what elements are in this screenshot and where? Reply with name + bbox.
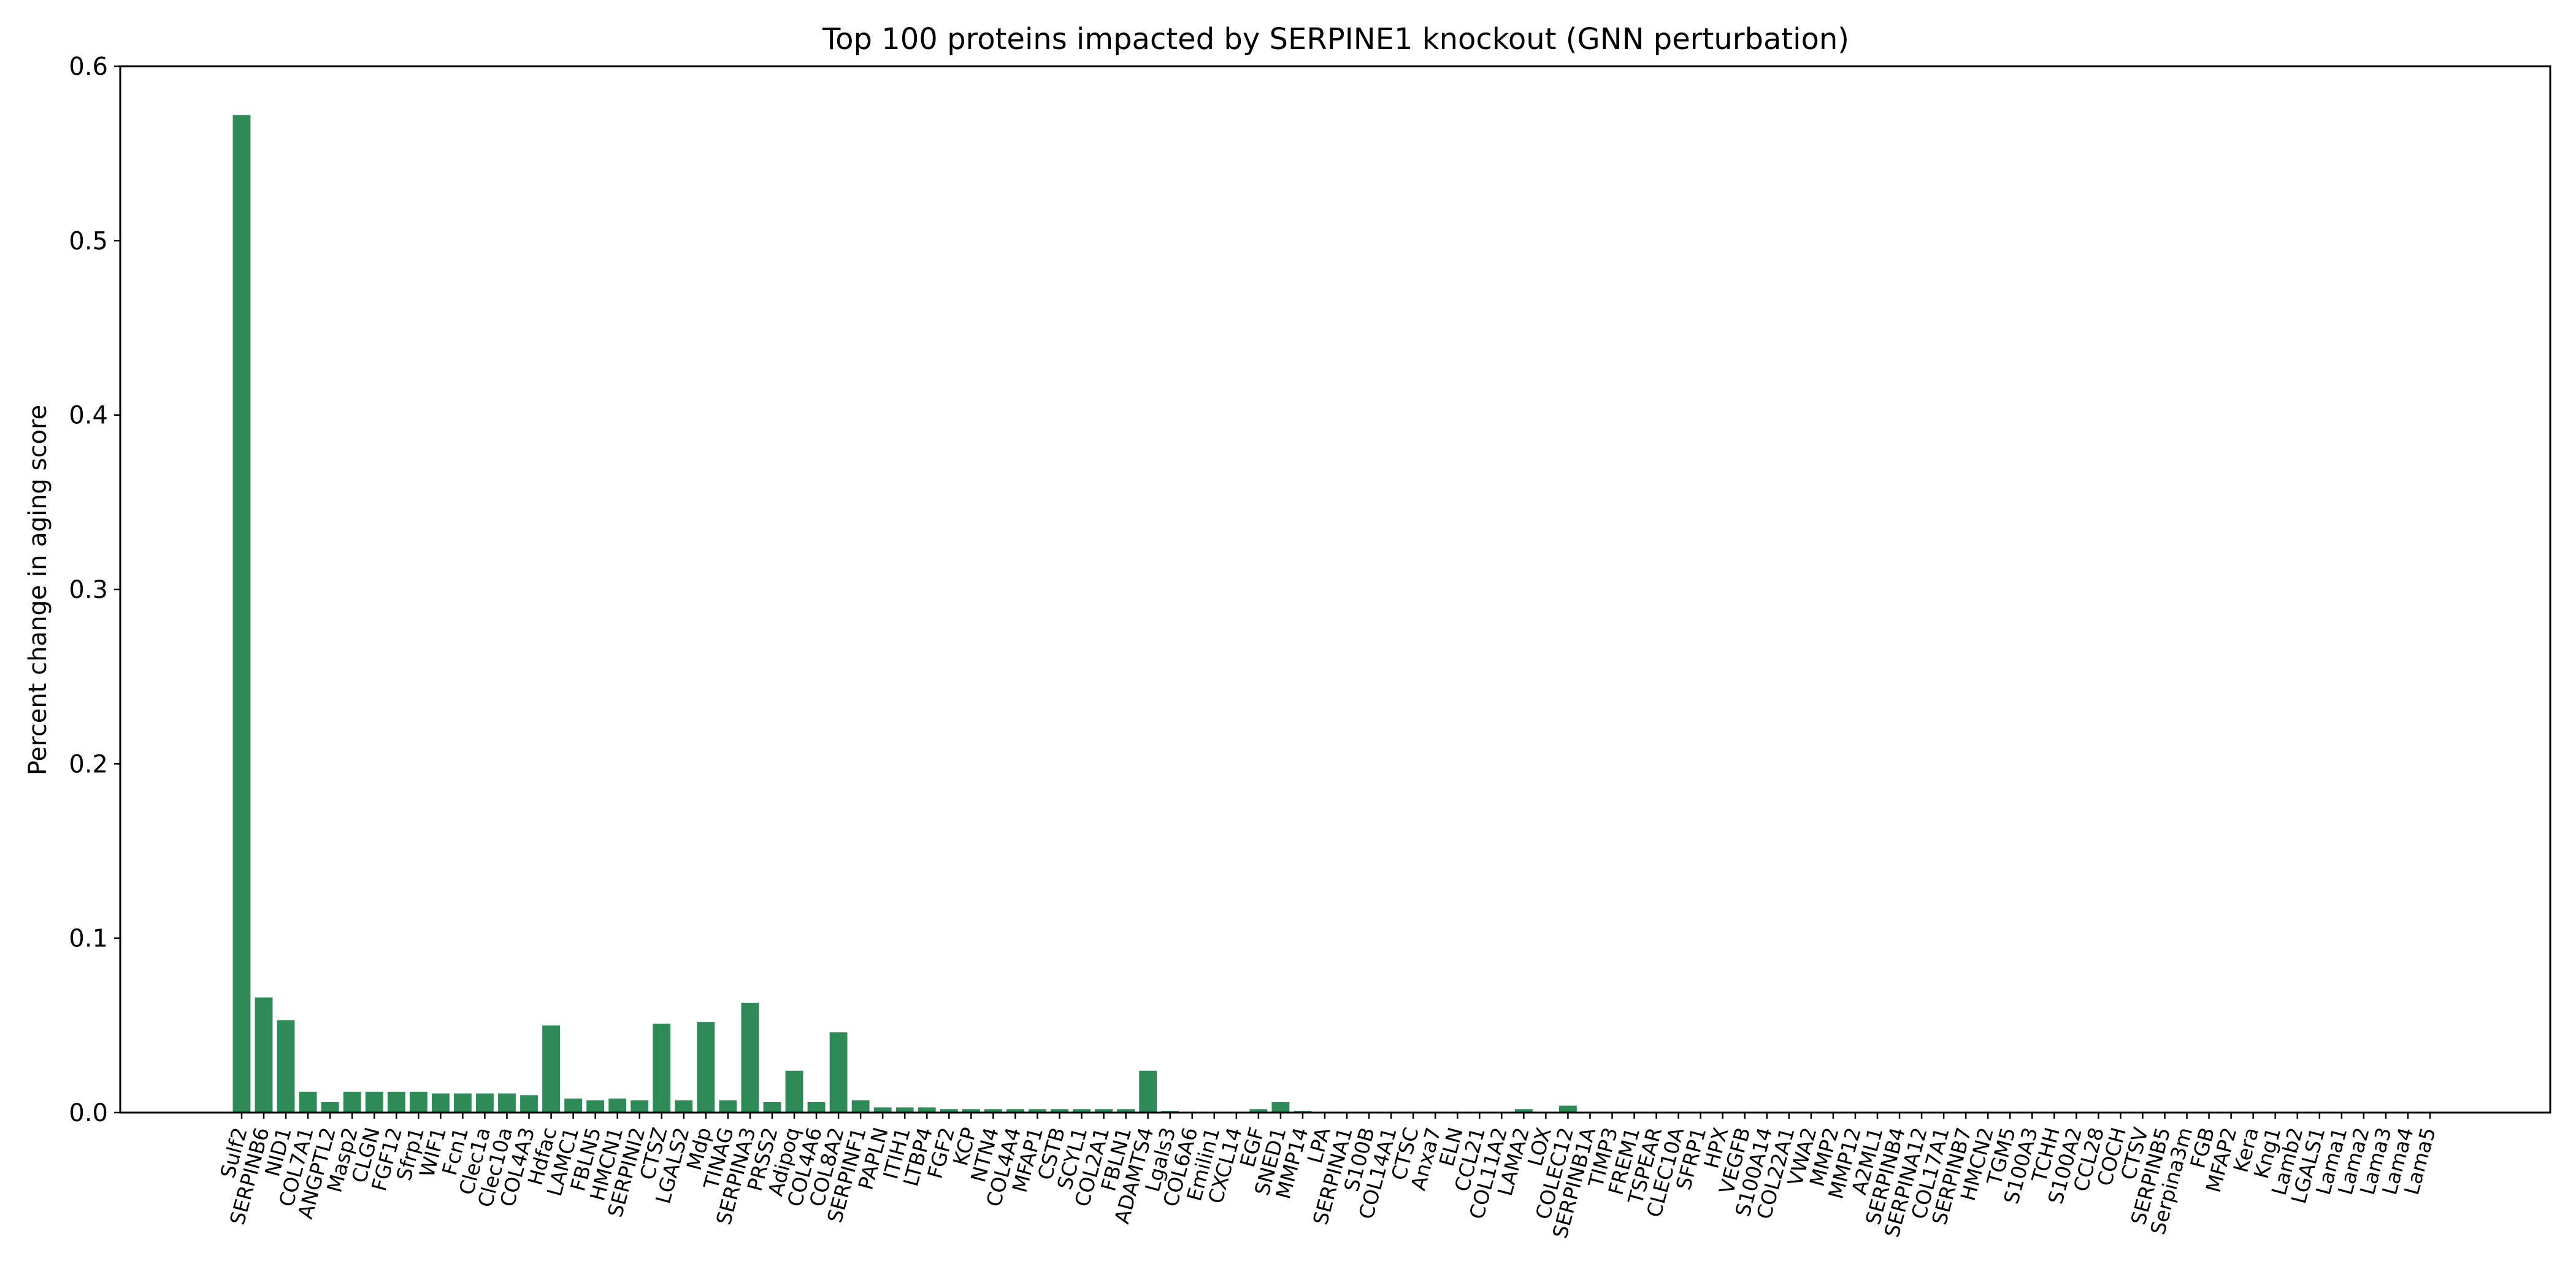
bar-SNED1 [1271,1102,1290,1113]
bar-FBLN5 [586,1100,605,1113]
bar-MFAP1 [1029,1109,1046,1113]
bar-COL4A3 [520,1095,538,1113]
bar-NTN4 [984,1109,1002,1113]
y-axis-label: Percent change in aging score [24,405,52,775]
bar-CTSZ [653,1023,671,1113]
y-tick-label: 0.2 [69,750,108,778]
bar-KCP [962,1109,980,1113]
bar-TINAG [719,1100,737,1113]
bar-LAMA2 [1514,1109,1533,1113]
bar-PAPLN [873,1107,892,1113]
bar-LTBP4 [918,1107,936,1113]
bar-COL2A1 [1095,1109,1113,1113]
bar-ADAMTS4 [1139,1070,1157,1113]
bar-EGF [1249,1109,1268,1113]
bar-Mdp [697,1022,715,1113]
bar-LAMC1 [564,1098,583,1113]
bar-SERPINB6 [255,997,273,1113]
bar-ITIH1 [895,1107,914,1113]
bar-HMCN1 [608,1098,627,1113]
bar-Masp2 [343,1091,361,1113]
bar-NID1 [277,1020,295,1113]
bar-SCYL1 [1073,1109,1091,1113]
bar-Sulf2 [232,115,251,1113]
bar-Hdfac [542,1025,560,1113]
y-tick-label: 0.6 [69,53,108,81]
y-tick-label: 0.1 [69,925,108,953]
bar-ANGPTL2 [321,1102,339,1113]
bar-Adipoq [785,1070,803,1113]
bar-PRSS2 [763,1102,781,1113]
y-tick-label: 0.5 [69,227,108,255]
bar-FGF12 [387,1091,405,1113]
bar-SERPINI2 [631,1100,649,1113]
plot-frame [119,65,2551,1114]
bar-WIF1 [431,1093,450,1113]
bar-Clec10a [498,1093,516,1113]
chart-title: Top 100 proteins impacted by SERPINE1 kn… [822,22,1849,56]
bar-COLEC12 [1559,1105,1577,1113]
bar-Sfrp1 [409,1091,427,1113]
bars-group [232,115,1577,1113]
y-tick-label: 0.3 [69,576,108,604]
bar-CLGN [365,1091,383,1113]
bar-COL7A1 [299,1091,317,1113]
bar-COL4A6 [807,1102,826,1113]
bar-COL8A2 [829,1032,848,1113]
bar-COL4A4 [1006,1109,1024,1113]
y-tick-label: 0.0 [69,1099,108,1127]
bar-SERPINA3 [741,1002,759,1113]
bar-SERPINF1 [851,1100,870,1113]
bar-FBLN1 [1117,1109,1135,1113]
y-axis: 0.0 0.1 0.2 0.3 0.4 0.5 0.6 [69,53,120,1127]
bar-CSTB [1051,1109,1068,1113]
bar-Clec1a [476,1093,494,1113]
bar-Fcn1 [453,1093,472,1113]
bar-FGF2 [940,1109,958,1113]
bar-LGALS2 [675,1100,693,1113]
y-tick-label: 0.4 [69,402,108,430]
